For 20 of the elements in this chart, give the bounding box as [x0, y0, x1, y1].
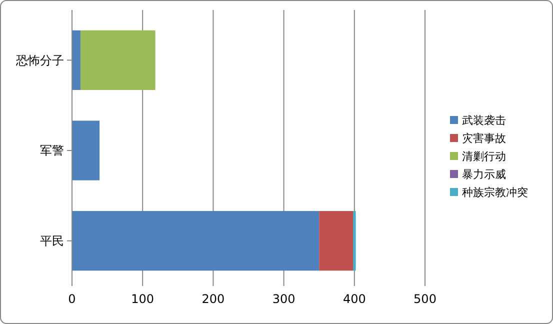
y-tick-label: 军警: [40, 144, 64, 158]
legend-label: 武装袭击: [462, 114, 506, 127]
x-tick-label: 500: [414, 292, 436, 306]
legend-label: 清剿行动: [462, 150, 506, 163]
x-tick-label: 0: [68, 292, 76, 306]
x-tick-label: 100: [131, 292, 154, 306]
y-tick-label: 恐怖分子: [15, 53, 64, 68]
x-tick-label: 300: [272, 292, 296, 306]
bar: [319, 211, 353, 271]
legend-label: 种族宗教冲突: [462, 186, 528, 199]
bar: [80, 30, 156, 90]
bar: [72, 211, 320, 271]
x-tick-label: 200: [202, 292, 225, 306]
legend-label: 灾害事故: [462, 132, 506, 145]
bar: [72, 30, 80, 90]
legend-label: 暴力示威: [462, 168, 506, 181]
x-tick-label: 400: [342, 292, 366, 306]
bar: [352, 211, 356, 271]
y-tick-label: 平民: [40, 234, 64, 248]
bar: [72, 120, 100, 180]
